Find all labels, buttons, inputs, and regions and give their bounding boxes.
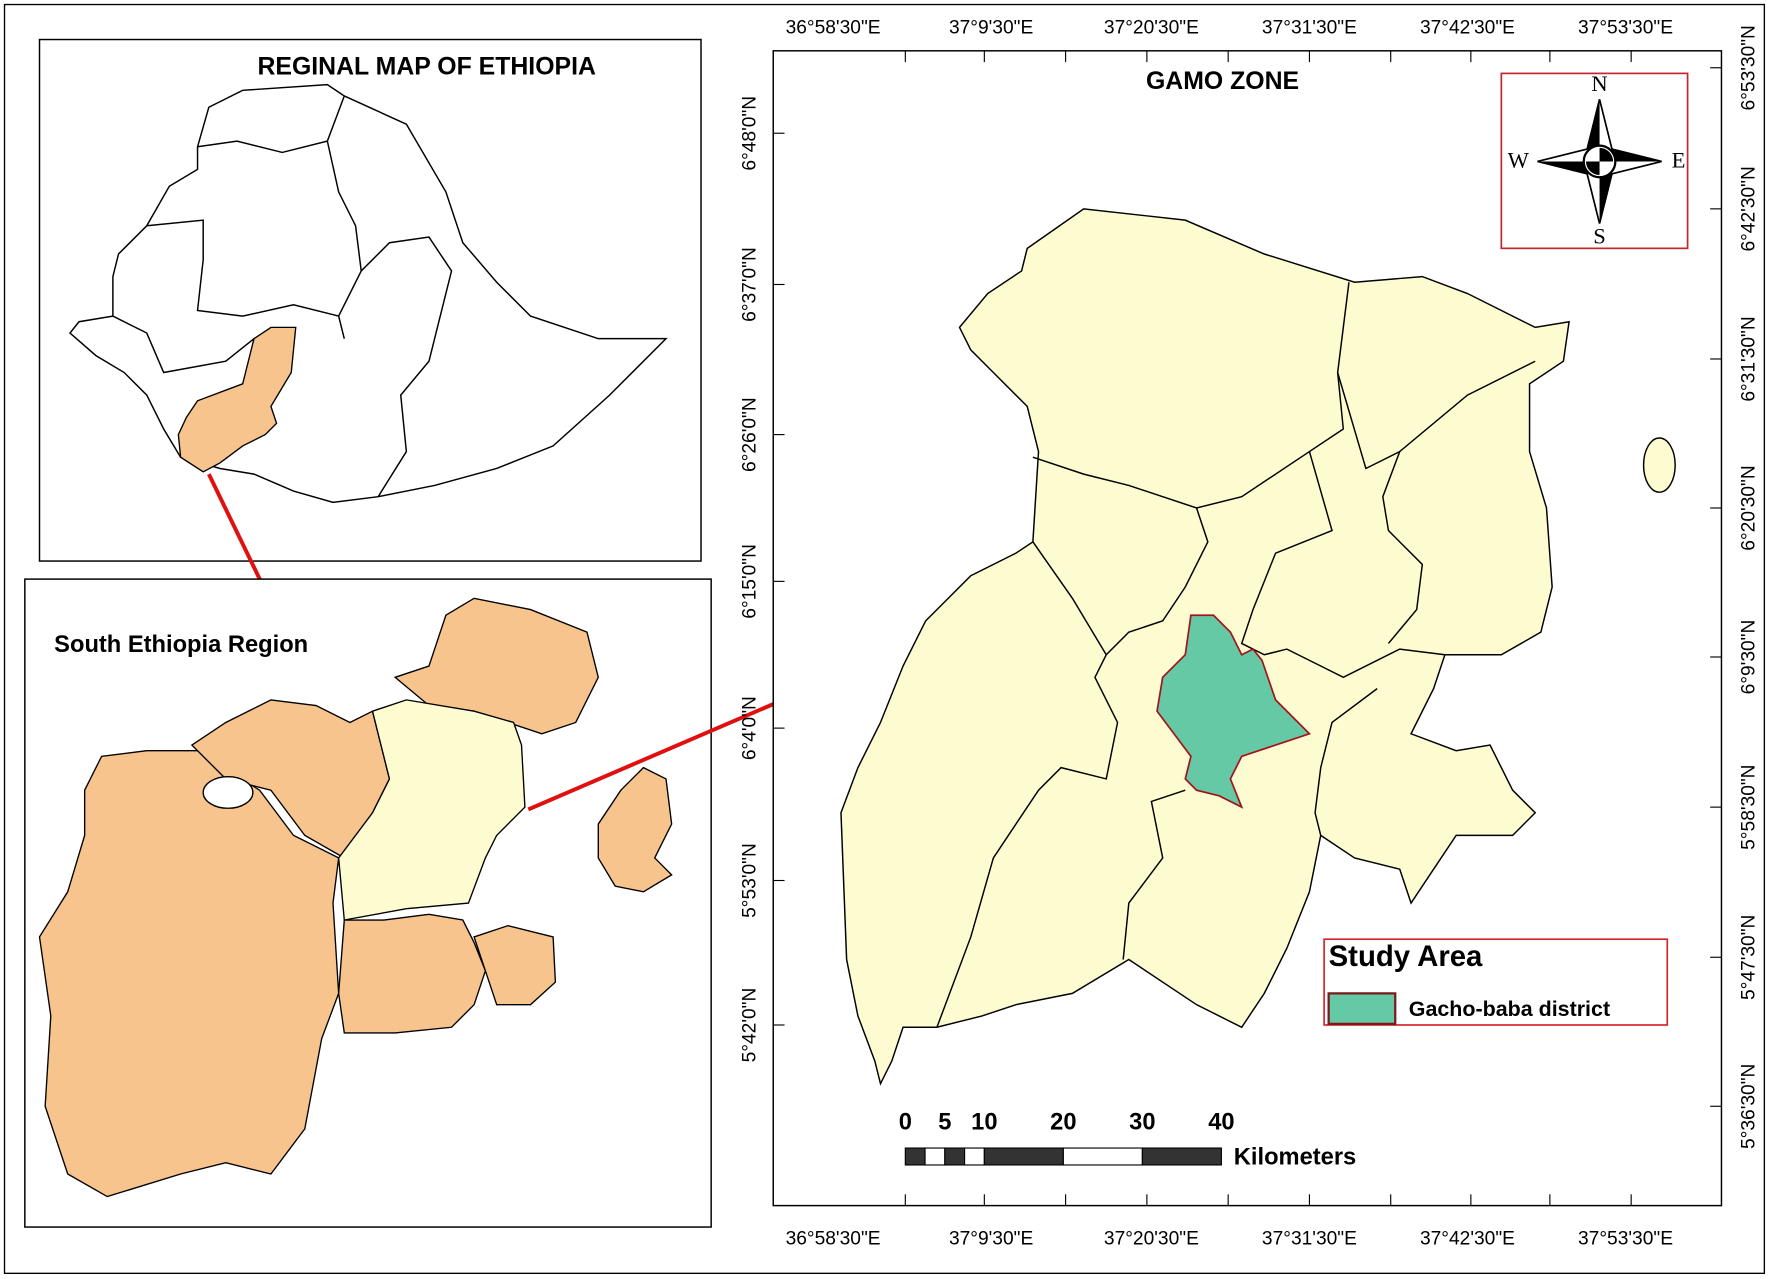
south-label: S <box>1593 223 1606 248</box>
latitude-label: 5°53'0"N <box>740 843 761 918</box>
inset-frame <box>38 38 702 562</box>
region-inset: South Ethiopia Region <box>24 578 917 1228</box>
study-area <box>1156 614 1312 809</box>
district-boundary <box>1105 507 1209 656</box>
scale-segment <box>924 1147 946 1166</box>
region-boundary <box>197 95 345 154</box>
latitude-label: 5°36'30"N <box>1739 1064 1760 1149</box>
island <box>1642 437 1676 493</box>
zone-polygon <box>337 913 487 1034</box>
scale-segment <box>964 1147 985 1166</box>
longitude-label: 37°53'30"E <box>1578 1229 1673 1250</box>
highlighted-region <box>177 326 297 473</box>
district-boundary <box>1122 789 1186 960</box>
scale-segment <box>983 1147 1064 1166</box>
longitude-label: 36°58'30"E <box>786 1229 881 1250</box>
longitude-label: 37°9'30"E <box>949 1229 1033 1250</box>
longitude-label: 36°58'30"E <box>786 17 881 38</box>
district-boundary <box>1240 451 1445 679</box>
map-title: GAMO ZONE <box>1146 68 1299 95</box>
scale-label: 5 <box>938 1109 951 1135</box>
longitude-label: 37°20'30"E <box>1104 1229 1199 1250</box>
latitude-label: 6°48'0"N <box>740 96 761 171</box>
scale-segment <box>904 1147 926 1166</box>
ethiopia-inset: REGINAL MAP OF ETHIOPIA <box>38 38 702 630</box>
district-boundary <box>1382 451 1424 644</box>
latitude-label: 5°42'0"N <box>740 988 761 1063</box>
region-boundary <box>146 219 339 317</box>
district-boundary <box>1032 282 1350 509</box>
latitude-label: 5°58'30"N <box>1739 764 1760 849</box>
scale-segment <box>944 1147 966 1166</box>
inset-title: South Ethiopia Region <box>54 632 308 658</box>
longitude-label: 37°31'30"E <box>1262 1229 1357 1250</box>
latitude-label: 6°15'0"N <box>740 544 761 619</box>
scale-segment <box>1141 1147 1222 1166</box>
scale-unit: Kilometers <box>1234 1144 1356 1170</box>
main-map: GAMO ZONE N S W E Study Area Gacho-baba … <box>740 17 1760 1249</box>
longitude-label: 37°42'30"E <box>1420 17 1515 38</box>
gamo-zone-inset <box>337 699 526 921</box>
district-boundary <box>936 541 1119 1028</box>
region-boundary <box>360 236 453 498</box>
legend-label: Gacho-baba district <box>1409 997 1610 1021</box>
compass <box>1537 99 1662 224</box>
region-boundary <box>326 140 362 339</box>
latitude-label: 6°31'30"N <box>1739 316 1760 401</box>
scale-label: 30 <box>1129 1109 1155 1135</box>
scale-label: 10 <box>971 1109 997 1135</box>
latitude-label: 6°9'30"N <box>1739 620 1760 695</box>
longitude-label: 37°9'30"E <box>949 17 1033 38</box>
latitude-label: 6°37'0"N <box>740 247 761 322</box>
scale-label: 0 <box>899 1109 912 1135</box>
scale-label: 40 <box>1208 1109 1234 1135</box>
scale-label: 20 <box>1050 1109 1076 1135</box>
latitude-label: 6°42'30"N <box>1739 166 1760 251</box>
longitude-label: 37°42'30"E <box>1420 1229 1515 1250</box>
legend-title: Study Area <box>1329 940 1483 973</box>
longitude-label: 37°53'30"E <box>1578 17 1673 38</box>
scale-segment <box>1062 1147 1143 1166</box>
latitude-label: 6°4'0"N <box>740 696 761 760</box>
inset-title: REGINAL MAP OF ETHIOPIA <box>257 53 595 80</box>
region-boundary <box>112 315 255 374</box>
latitude-label: 6°20'30"N <box>1739 465 1760 550</box>
latitude-label: 6°26'0"N <box>740 397 761 472</box>
district-boundary <box>1314 688 1378 836</box>
latitude-label: 5°47'30"N <box>1739 915 1760 1000</box>
zone-polygon <box>597 766 673 893</box>
ethiopia-outline <box>68 83 668 504</box>
west-label: W <box>1508 148 1530 173</box>
latitude-label: 6°53'30"N <box>1739 25 1760 110</box>
zone-polygon <box>473 924 557 1006</box>
lake <box>202 775 254 809</box>
longitude-label: 37°31'30"E <box>1262 17 1357 38</box>
east-label: E <box>1672 148 1686 173</box>
legend-swatch <box>1327 992 1397 1025</box>
north-label: N <box>1591 71 1607 96</box>
longitude-label: 37°20'30"E <box>1104 17 1199 38</box>
